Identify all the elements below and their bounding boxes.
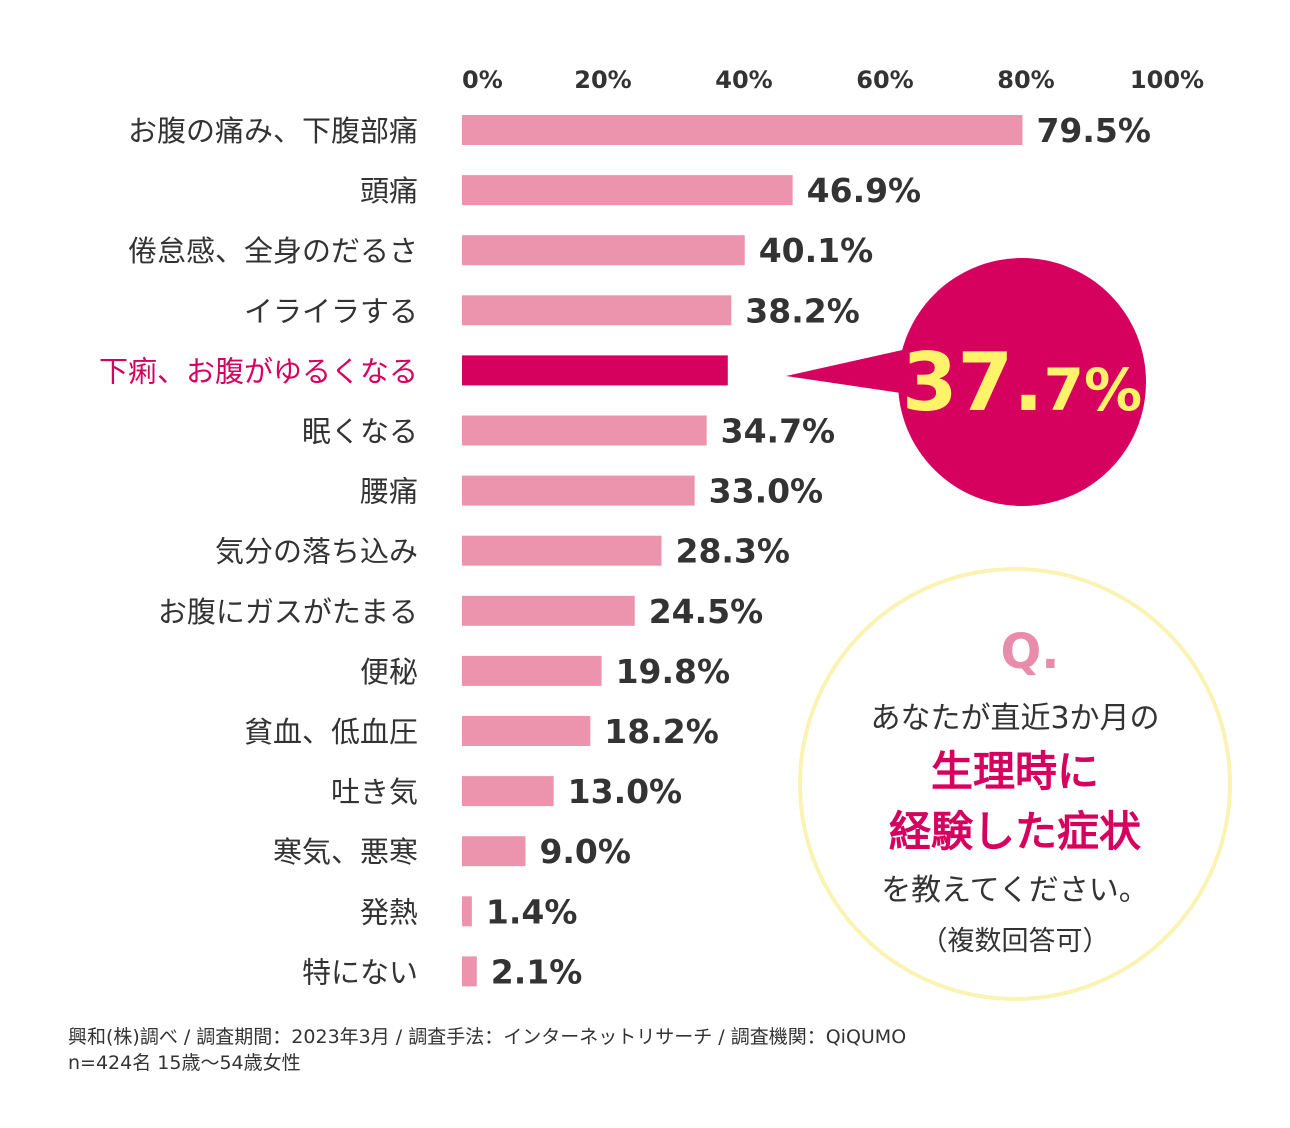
- value-label: 33.0%: [709, 472, 824, 511]
- callout-bubble: 37.7%: [786, 258, 1146, 506]
- question-panel: Q. あなたが直近3か月の 生理時に 経験した症状 を教えてください。 （複数回…: [798, 567, 1232, 1001]
- category-label: 腰痛: [360, 475, 418, 509]
- category-label: イライラする: [244, 294, 418, 328]
- bar: [462, 836, 526, 867]
- value-label: 46.9%: [807, 171, 922, 210]
- category-label: お腹の痛み、下腹部痛: [128, 114, 418, 148]
- value-label: 24.5%: [649, 592, 764, 631]
- category-label: 頭痛: [360, 174, 418, 208]
- category-label: 吐き気: [331, 775, 418, 809]
- x-tick-label: 20%: [574, 66, 631, 94]
- bar: [462, 235, 745, 266]
- bar: [462, 475, 695, 506]
- question-line-1: あなたが直近3か月の: [870, 701, 1159, 736]
- bar: [462, 175, 793, 206]
- value-label: 38.2%: [745, 291, 860, 330]
- category-label: 貧血、低血圧: [244, 715, 418, 749]
- category-label: 眠くなる: [302, 415, 418, 449]
- bar: [462, 655, 602, 686]
- x-tick-label: 80%: [997, 66, 1054, 94]
- category-label: お腹にガスがたまる: [158, 595, 418, 629]
- callout-value-major: 37.: [902, 336, 1044, 429]
- bar: [462, 535, 662, 566]
- value-label: 9.0%: [539, 832, 631, 871]
- bar-highlight: [462, 355, 728, 386]
- footer-source: 興和(株)調べ / 調査期間：2023年3月 / 調査手法：インターネットリサー…: [68, 1026, 907, 1048]
- category-label: 特にない: [302, 955, 418, 989]
- category-label: 寒気、悪寒: [273, 835, 418, 869]
- category-label: 倦怠感、全身のだるさ: [128, 234, 418, 268]
- bar: [462, 776, 554, 807]
- callout-circle: [898, 258, 1146, 506]
- footer-notes: 興和(株)調べ / 調査期間：2023年3月 / 調査手法：インターネットリサー…: [68, 1024, 906, 1076]
- bar: [462, 896, 472, 927]
- x-tick-label: 60%: [856, 66, 913, 94]
- x-axis-ticks: 0% 20% 40% 60% 80% 100%: [462, 66, 1204, 94]
- category-label: 便秘: [360, 655, 418, 689]
- bar: [462, 295, 732, 326]
- callout-value-minor: 7%: [1044, 356, 1142, 424]
- question-highlight-2: 経験した症状: [889, 807, 1142, 856]
- callout-value: 37.7%: [902, 336, 1142, 429]
- question-note: （複数回答可）: [921, 926, 1110, 957]
- value-label: 79.5%: [1036, 111, 1151, 150]
- category-label: 発熱: [360, 895, 418, 929]
- callout-pointer: [786, 346, 935, 398]
- bar: [462, 956, 477, 987]
- category-label: 下痢、お腹がゆるくなる: [99, 354, 418, 388]
- value-label: 2.1%: [491, 952, 583, 991]
- question-highlight-1: 生理時に: [931, 747, 1099, 796]
- x-tick-label: 0%: [462, 66, 503, 94]
- value-label: 19.8%: [616, 652, 731, 691]
- value-label: 34.7%: [721, 412, 836, 451]
- value-label: 28.3%: [676, 532, 791, 571]
- bar: [462, 115, 1023, 145]
- footer-sample: n=424名 15歳〜54歳女性: [68, 1052, 301, 1074]
- x-tick-label: 40%: [715, 66, 772, 94]
- question-line-2: を教えてください。: [881, 873, 1149, 908]
- value-label: 13.0%: [568, 772, 683, 811]
- bar: [462, 415, 707, 446]
- question-circle: [798, 567, 1232, 1001]
- x-tick-label: 100%: [1130, 66, 1204, 94]
- value-label: 18.2%: [604, 712, 719, 751]
- bars: お腹の痛み、下腹部痛 79.5% 頭痛 46.9% 倦怠感、全身のだるさ 40.1% イライ…: [99, 111, 1151, 991]
- question-mark: Q.: [1000, 624, 1059, 680]
- bar: [462, 595, 635, 626]
- value-label: 40.1%: [759, 231, 874, 270]
- category-label: 気分の落ち込み: [215, 535, 418, 569]
- value-label: 1.4%: [486, 892, 578, 931]
- bar: [462, 716, 591, 746]
